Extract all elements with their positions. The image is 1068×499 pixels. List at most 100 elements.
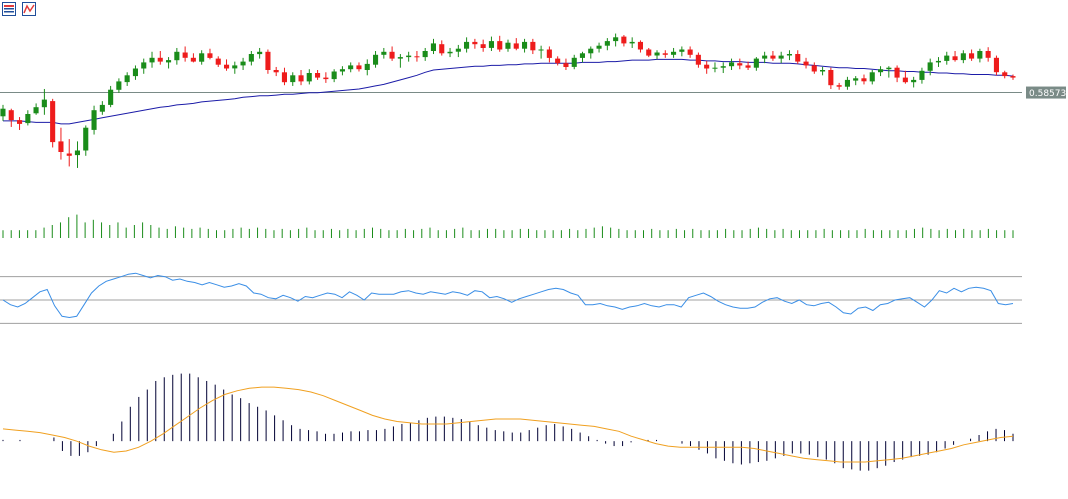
candle-body bbox=[207, 53, 213, 58]
candle-body bbox=[952, 56, 958, 61]
candle-body bbox=[248, 54, 254, 62]
candle-body bbox=[927, 62, 933, 71]
candle-body bbox=[364, 63, 370, 70]
candle-body bbox=[265, 51, 271, 70]
candle-body bbox=[820, 70, 826, 72]
volume-panel bbox=[2, 214, 1014, 238]
candle-body bbox=[190, 57, 196, 62]
candle-body bbox=[397, 57, 403, 59]
candle-body bbox=[530, 41, 536, 51]
candle-body bbox=[306, 73, 312, 82]
candle-body bbox=[911, 79, 917, 83]
candle-body bbox=[513, 43, 519, 49]
candle-body bbox=[166, 60, 172, 63]
candle-body bbox=[522, 41, 528, 49]
oscillator-line bbox=[2, 272, 1014, 319]
candle-body bbox=[290, 75, 296, 83]
candle-body bbox=[472, 41, 478, 45]
candle-body bbox=[579, 53, 585, 58]
candle-body bbox=[637, 41, 643, 50]
candle-body bbox=[455, 48, 461, 52]
candle-body bbox=[687, 49, 693, 55]
candle-body bbox=[878, 69, 884, 73]
candle-body bbox=[629, 41, 635, 44]
candle-body bbox=[795, 54, 801, 62]
candle-body bbox=[505, 42, 511, 49]
table-icon[interactable] bbox=[2, 2, 16, 16]
candle-body bbox=[149, 57, 155, 63]
candle-body bbox=[836, 85, 842, 87]
candle-body bbox=[538, 49, 544, 51]
candle-body bbox=[1002, 72, 1008, 77]
chart-style-icon[interactable] bbox=[22, 2, 36, 16]
candle-body bbox=[33, 107, 39, 114]
candle-body bbox=[695, 54, 701, 65]
candle-body bbox=[224, 64, 230, 69]
candle-body bbox=[240, 61, 246, 66]
candle-body bbox=[993, 57, 999, 73]
candle-body bbox=[811, 65, 817, 72]
candle-body bbox=[215, 58, 221, 65]
price-panel bbox=[0, 33, 1022, 168]
macd-panel bbox=[2, 373, 1014, 471]
candle-body bbox=[480, 44, 486, 48]
candle-body bbox=[588, 48, 594, 54]
candle-body bbox=[315, 73, 321, 78]
candle-body bbox=[174, 51, 180, 61]
candle-body bbox=[737, 63, 743, 66]
candle-body bbox=[331, 71, 337, 80]
candle-body bbox=[182, 52, 188, 58]
candle-body bbox=[745, 65, 751, 68]
candle-body bbox=[17, 120, 23, 124]
current-price-label: 0.58573 bbox=[1029, 89, 1066, 99]
candle-body bbox=[273, 70, 279, 73]
candle-body bbox=[497, 41, 503, 50]
candle-body bbox=[869, 72, 875, 82]
candle-body bbox=[596, 45, 602, 49]
candle-body bbox=[298, 75, 304, 82]
candle-body bbox=[116, 81, 122, 90]
candle-body bbox=[281, 72, 287, 83]
candle-body bbox=[381, 51, 387, 55]
candle-body bbox=[969, 53, 975, 59]
candle-body bbox=[439, 44, 445, 54]
candle-body bbox=[356, 65, 362, 70]
candle-body bbox=[762, 55, 768, 59]
candle-body bbox=[621, 36, 627, 44]
current-price-tag: 0.58573 bbox=[1026, 86, 1066, 99]
candle-body bbox=[977, 51, 983, 59]
candle-body bbox=[422, 51, 428, 58]
candle-body bbox=[894, 67, 900, 78]
candle-body bbox=[83, 127, 89, 151]
oscillator-panel bbox=[0, 272, 1022, 324]
candle-body bbox=[853, 78, 859, 81]
candle-body bbox=[563, 63, 569, 67]
candle-body bbox=[8, 110, 14, 121]
candle-body bbox=[430, 43, 436, 51]
candle-body bbox=[613, 37, 619, 42]
candle-body bbox=[729, 62, 735, 67]
candle-body bbox=[108, 89, 114, 105]
candle-body bbox=[712, 67, 718, 69]
candle-body bbox=[555, 58, 561, 64]
candle-body bbox=[546, 49, 552, 58]
candle-body bbox=[323, 77, 329, 80]
candle-body bbox=[232, 65, 238, 69]
candle-body bbox=[803, 61, 809, 66]
candle-body bbox=[1010, 76, 1016, 78]
candle-body bbox=[571, 57, 577, 67]
candle-body bbox=[902, 77, 908, 83]
candle-body bbox=[985, 51, 991, 58]
candle-body bbox=[704, 64, 710, 69]
candle-body bbox=[389, 51, 395, 59]
candle-body bbox=[960, 53, 966, 61]
candle-body bbox=[488, 41, 494, 48]
candle-body bbox=[604, 41, 610, 46]
candle-body bbox=[828, 70, 834, 86]
candle-body bbox=[679, 49, 685, 52]
candle-body bbox=[348, 65, 354, 70]
candle-body bbox=[74, 150, 80, 156]
candle-body bbox=[141, 62, 147, 69]
candle-body bbox=[447, 51, 453, 54]
